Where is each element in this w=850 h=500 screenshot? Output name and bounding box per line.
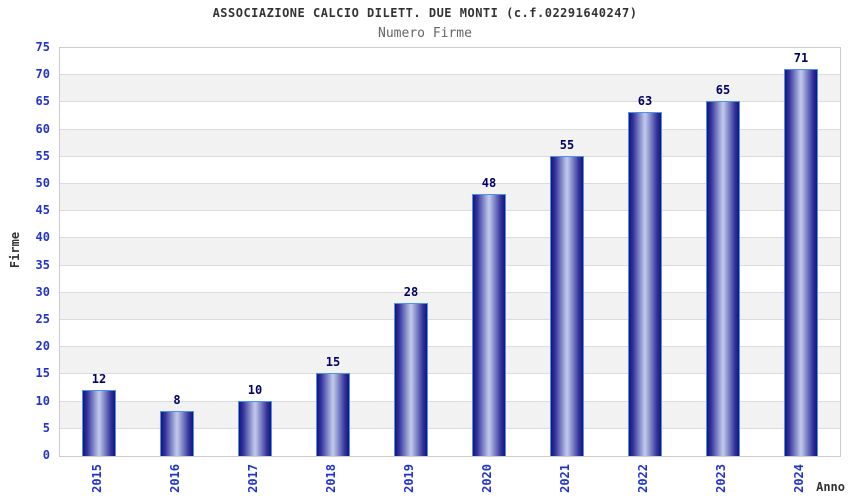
bar-value-label: 15 xyxy=(325,355,341,370)
y-tick-label: 15 xyxy=(35,366,50,381)
bar-2017 xyxy=(238,400,272,456)
grid-band xyxy=(60,75,840,103)
bar-value-label: 71 xyxy=(793,50,809,65)
gridline xyxy=(60,155,840,157)
y-tick-label: 30 xyxy=(35,284,50,299)
x-tick-label: 2020 xyxy=(480,464,494,493)
x-tick-label: 2017 xyxy=(246,464,260,493)
gridline xyxy=(60,101,840,103)
gridline xyxy=(60,291,840,293)
chart-subtitle: Numero Firme xyxy=(378,26,472,41)
x-tick-label: 2024 xyxy=(792,464,806,493)
bar-value-label: 65 xyxy=(715,83,731,98)
y-tick-label: 20 xyxy=(35,339,50,354)
y-tick-label: 5 xyxy=(42,420,50,435)
y-tick-label: 25 xyxy=(35,312,50,326)
bar-2015 xyxy=(82,389,116,456)
gridline xyxy=(60,74,840,76)
y-tick-label: 50 xyxy=(35,176,50,190)
gridline xyxy=(60,346,840,348)
gridline xyxy=(60,319,840,320)
chart-title: ASSOCIAZIONE CALCIO DILETT. DUE MONTI (c… xyxy=(212,6,638,20)
gridline xyxy=(60,373,840,375)
gridline xyxy=(60,237,840,239)
x-tick-label: 2021 xyxy=(558,464,572,493)
y-tick-label: 0 xyxy=(42,448,50,462)
x-tick-label: 2018 xyxy=(324,464,338,493)
bar-2018 xyxy=(316,373,350,456)
bar-value-label: 55 xyxy=(559,137,575,152)
y-tick-label: 65 xyxy=(35,94,50,109)
x-tick-label: 2019 xyxy=(402,464,416,493)
y-tick-label: 10 xyxy=(35,393,50,408)
bar-2021 xyxy=(550,155,584,456)
gridline xyxy=(60,264,840,266)
bar-2024 xyxy=(784,68,818,456)
bar-value-label: 48 xyxy=(481,175,497,190)
gridline xyxy=(60,400,840,402)
gridline xyxy=(60,128,840,130)
y-tick-label: 75 xyxy=(35,40,50,54)
x-tick-label: 2022 xyxy=(636,464,650,493)
y-tick-label: 55 xyxy=(35,148,50,163)
gridline xyxy=(60,427,840,429)
y-tick-label: 60 xyxy=(35,121,50,136)
x-tick-label: 2016 xyxy=(168,464,182,493)
x-axis-label: Anno xyxy=(816,480,845,494)
y-tick-label: 35 xyxy=(35,257,50,272)
bar-2023 xyxy=(706,101,740,456)
gridline xyxy=(60,183,840,184)
bar-2020 xyxy=(472,193,506,456)
bar-value-label: 12 xyxy=(91,371,107,386)
y-tick-label: 70 xyxy=(35,67,50,82)
bar-value-label: 10 xyxy=(247,382,263,397)
grid-band xyxy=(60,48,840,76)
x-tick-label: 2023 xyxy=(714,464,728,493)
bar-value-label: 28 xyxy=(403,284,419,299)
plot-area: 12 8 10 15 28 48 55 63 65 71 xyxy=(59,47,841,457)
y-tick-label: 40 xyxy=(35,230,50,245)
bar-value-label: 8 xyxy=(173,393,181,408)
bar-2019 xyxy=(394,302,428,456)
x-tick-label: 2015 xyxy=(90,464,104,493)
bar-2016 xyxy=(160,411,194,456)
bar-value-label: 63 xyxy=(637,94,653,109)
bar-2022 xyxy=(628,112,662,456)
gridline xyxy=(60,210,840,212)
y-tick-label: 45 xyxy=(35,203,50,218)
